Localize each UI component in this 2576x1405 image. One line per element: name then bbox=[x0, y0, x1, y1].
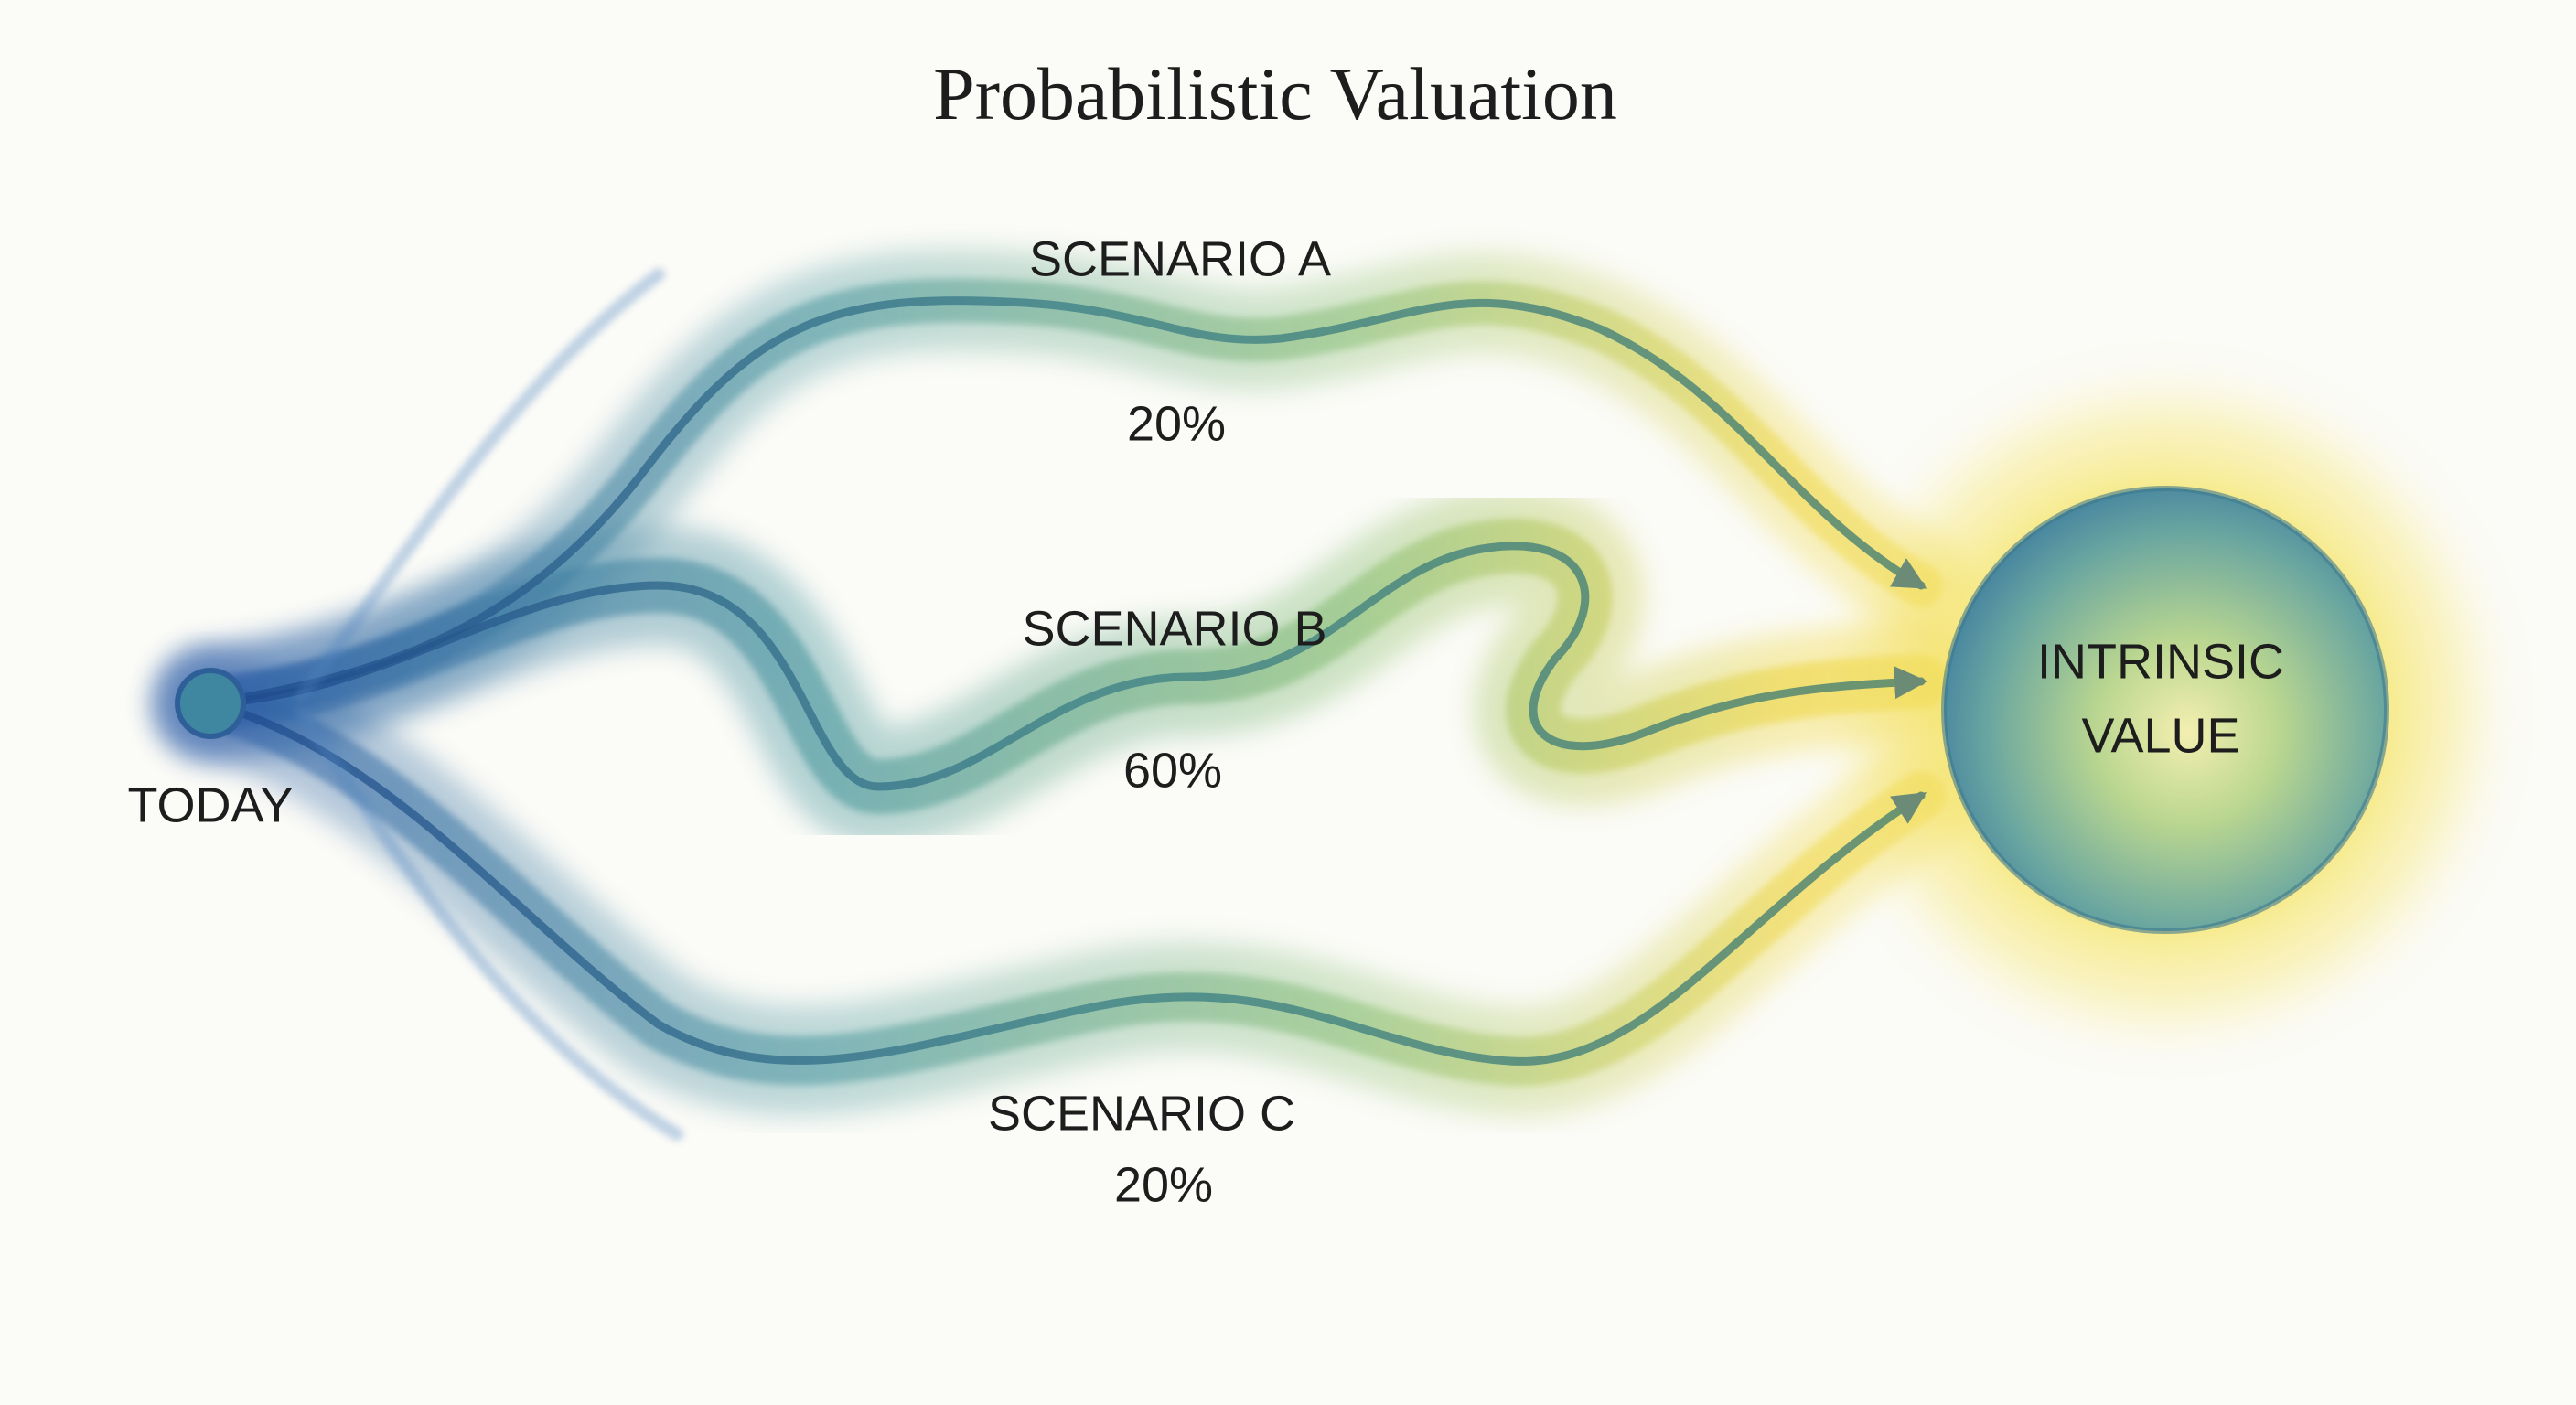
scenario-probability: 60% bbox=[1123, 743, 1222, 798]
brush-stroke bbox=[295, 268, 665, 702]
title: Probabilistic Valuation bbox=[933, 52, 1617, 135]
start-label: TODAY bbox=[127, 778, 293, 832]
target-label: VALUE bbox=[2081, 708, 2239, 763]
scenario-label: SCENARIO A bbox=[1029, 231, 1331, 286]
scenario-label: SCENARIO C bbox=[988, 1086, 1295, 1141]
target-label: INTRINSIC bbox=[2037, 634, 2284, 689]
flows bbox=[210, 268, 1921, 1141]
target-node bbox=[1941, 486, 2389, 934]
scenario-probability: 20% bbox=[1127, 396, 1226, 451]
scenario-probability: 20% bbox=[1114, 1157, 1213, 1212]
brush-stroke bbox=[295, 707, 683, 1141]
start-node bbox=[175, 668, 246, 739]
scenario-label: SCENARIO B bbox=[1022, 601, 1326, 656]
